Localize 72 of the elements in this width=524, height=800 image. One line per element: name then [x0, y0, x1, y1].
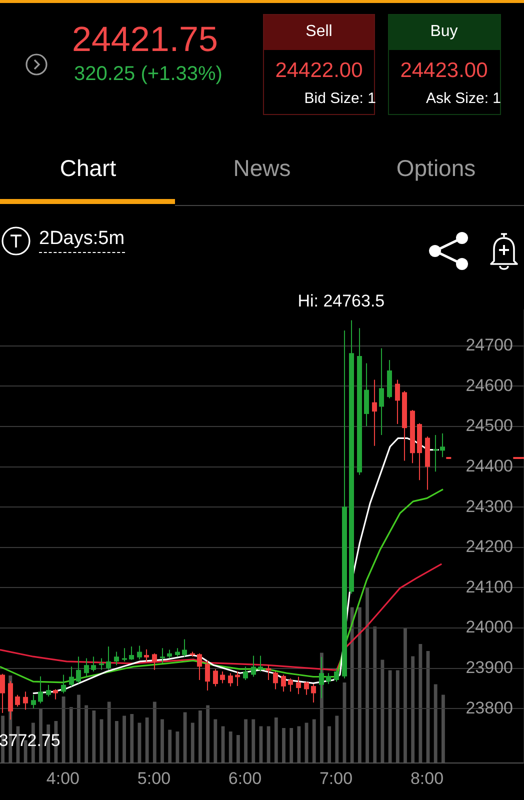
y-tick-label: 24500 [466, 416, 513, 436]
annotation: Hi: 24763.5 [298, 291, 385, 310]
candlestick [243, 666, 248, 680]
candlestick [152, 652, 157, 670]
candlestick [326, 672, 331, 685]
text: 320.25 (+1.33%) [74, 63, 222, 85]
candlestick [288, 678, 293, 692]
candlestick [296, 676, 301, 695]
candlestick [235, 671, 240, 687]
text: Buy [430, 23, 458, 40]
candlestick [61, 674, 66, 694]
text: Sell [306, 23, 332, 40]
candlestick [15, 694, 20, 708]
candlestick [205, 660, 210, 691]
text: Bid Size: 1 [304, 90, 376, 107]
candlestick [334, 668, 339, 682]
text: 2Days:5m [39, 228, 125, 253]
candlestick [99, 658, 104, 670]
candlestick [273, 671, 278, 690]
text: Ask Size: 1 [426, 90, 501, 107]
candlestick [122, 648, 127, 662]
candlestick [304, 681, 309, 696]
candlestick [228, 672, 233, 687]
candlestick [197, 652, 202, 680]
candlestick [69, 666, 74, 687]
candlestick [395, 379, 400, 425]
annotation: 3772.75 [0, 730, 60, 750]
text: Chart [60, 155, 116, 181]
candlestick [182, 638, 187, 658]
candlestick [379, 348, 384, 436]
text: 24422.00 [275, 59, 363, 82]
candlestick [46, 684, 51, 697]
candlestick [144, 648, 149, 662]
candlestick [220, 671, 225, 684]
x-tick-label: 8:00 [410, 768, 444, 788]
candlestick [31, 694, 36, 709]
y-tick-label: 24000 [466, 618, 513, 637]
candlestick [258, 655, 263, 672]
candlestick [372, 379, 377, 446]
x-tick-label: 7:00 [319, 768, 353, 788]
candlestick [38, 676, 43, 704]
candlestick [76, 656, 81, 684]
y-tick-label: 24100 [466, 577, 513, 596]
text: Options [396, 155, 476, 181]
y-tick-label: 23900 [466, 658, 513, 677]
candlestick [281, 674, 286, 692]
candlestick [114, 651, 119, 666]
y-tick-label: 24200 [466, 537, 513, 556]
candlestick [84, 658, 89, 677]
candlestick [23, 691, 28, 710]
y-tick-label: 23800 [466, 698, 513, 718]
candlestick [0, 673, 5, 714]
candlestick [311, 684, 316, 704]
candlestick [433, 434, 438, 472]
candlestick [137, 645, 142, 660]
x-tick-label: 6:00 [228, 768, 262, 788]
candlestick [106, 646, 111, 670]
candlestick [213, 668, 218, 687]
candlestick [53, 688, 58, 700]
y-tick-label: 24300 [466, 496, 513, 516]
x-tick-label: 4:00 [46, 768, 80, 788]
candlestick [160, 648, 165, 664]
y-tick-label: 24600 [466, 376, 513, 395]
candlestick [91, 656, 96, 672]
text: 24421.75 [72, 20, 218, 59]
y-tick-label: 24700 [466, 336, 513, 355]
candlestick [251, 655, 256, 678]
x-tick-label: 5:00 [137, 768, 171, 788]
text: News [233, 155, 291, 181]
candlestick [129, 646, 134, 660]
candlestick [440, 432, 445, 458]
text: 24423.00 [400, 59, 488, 82]
